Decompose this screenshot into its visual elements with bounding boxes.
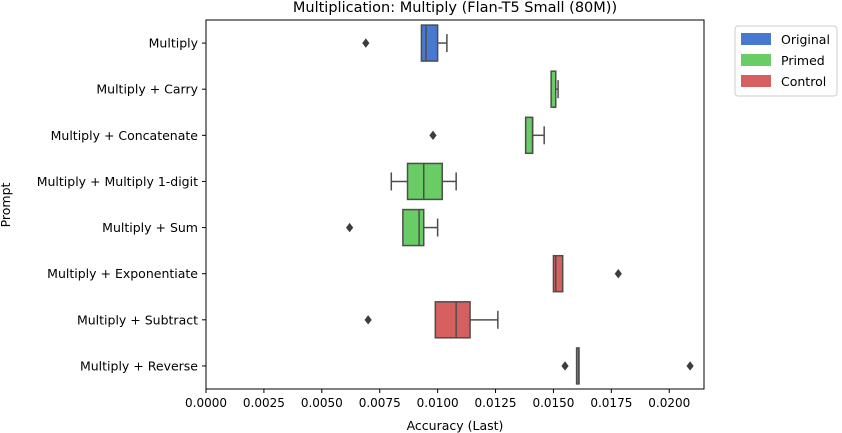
legend-label-primed: Primed [781, 53, 825, 68]
x-axis-label: Accuracy (Last) [407, 418, 504, 433]
outlier-point [429, 130, 437, 140]
outlier-point [346, 222, 354, 233]
box-multiply-multiply-1-digit [390, 162, 457, 201]
box-iqr [420, 24, 439, 62]
x-tick-label: 0.0000 [185, 396, 227, 410]
legend-swatch-original [741, 33, 771, 45]
legend-swatch-control [741, 75, 771, 87]
y-tick-label: Multiply + Subtract [77, 312, 198, 327]
box-multiply-carry [550, 70, 559, 108]
box-iqr [552, 254, 564, 293]
legend: Original Primed Control [734, 25, 838, 97]
y-tick-label: Multiply + Reverse [80, 358, 198, 373]
legend-swatch-primed [741, 54, 771, 66]
x-axis: 0.0000 0.0025 0.0050 0.0075 0.0100 0.0125 0.01… [185, 389, 690, 410]
legend-label-control: Control [781, 74, 826, 89]
legend-label-original: Original [781, 32, 830, 47]
y-tick-label: Multiply + Exponentiate [47, 266, 198, 281]
y-tick-label: Multiply + Multiply 1-digit [37, 174, 198, 189]
x-tick-label: 0.0150 [532, 396, 574, 410]
y-tick-label: Multiply + Sum [102, 220, 198, 235]
box-iqr [402, 208, 425, 247]
y-axis: Multiply Multiply + Carry Multiply + Conca… [37, 36, 206, 373]
box-multiply-concatenate [429, 116, 545, 155]
outlier-point [614, 269, 622, 279]
box-multiply-reverse [561, 347, 694, 385]
y-tick-label: Multiply [149, 36, 199, 51]
y-axis-label: Prompt [0, 182, 13, 227]
outlier-point [686, 361, 694, 371]
box-iqr [524, 116, 534, 155]
box-multiply [362, 24, 448, 62]
y-tick-label: Multiply + Concatenate [51, 128, 199, 143]
x-tick-label: 0.0200 [648, 396, 690, 410]
outlier-point [364, 315, 372, 325]
plot-area [205, 19, 705, 390]
x-tick-label: 0.0125 [475, 396, 517, 410]
chart-title: Multiplication: Multiply (Flan-T5 Small … [293, 0, 617, 16]
x-tick-label: 0.0175 [590, 396, 632, 410]
y-tick-label: Multiply + Carry [96, 82, 198, 97]
box-multiply-subtract [364, 301, 499, 339]
x-tick-label: 0.0100 [417, 396, 459, 410]
plot-frame [205, 19, 705, 390]
x-tick-label: 0.0075 [359, 396, 401, 410]
x-tick-label: 0.0050 [301, 396, 343, 410]
outlier-point [561, 361, 569, 371]
box-multiply-sum [346, 208, 439, 247]
box-multiply-exponentiate [552, 254, 622, 293]
x-tick-label: 0.0025 [243, 396, 285, 410]
box-iqr [406, 162, 444, 201]
outlier-point [362, 38, 370, 48]
box-iqr [434, 301, 471, 339]
